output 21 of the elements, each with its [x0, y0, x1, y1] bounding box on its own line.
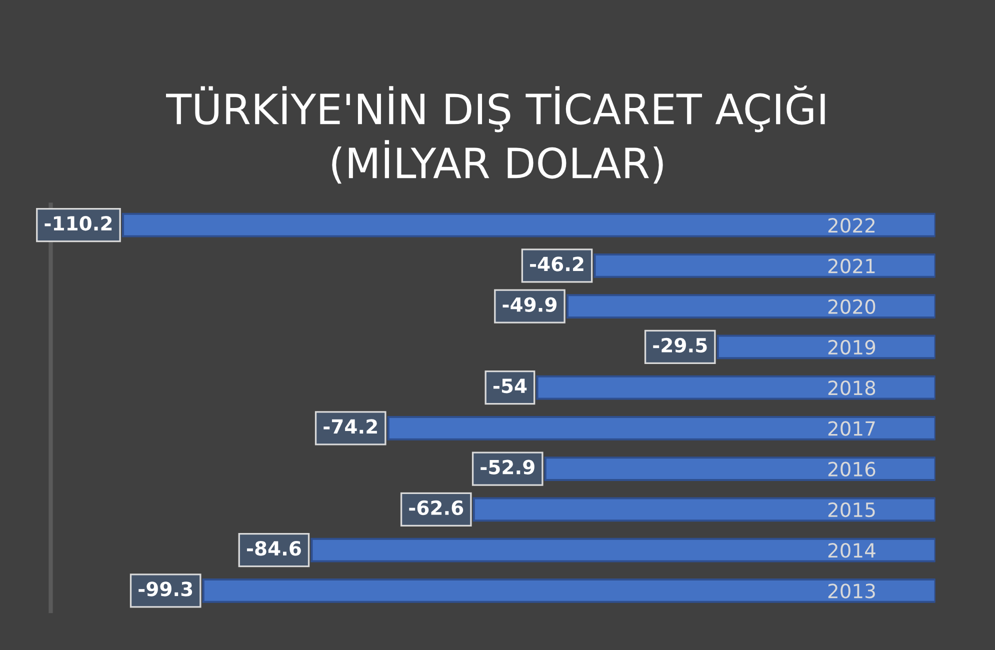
data-label: -52.9: [480, 460, 534, 474]
y-tick-label: 2014: [828, 543, 876, 558]
y-tick-label: 2020: [828, 299, 876, 314]
data-label: -49.9: [502, 297, 557, 312]
data-label: -54: [493, 378, 527, 394]
y-tick-label: 2016: [828, 462, 876, 476]
data-label: -99.3: [138, 582, 192, 596]
y-tick-label: 2022: [828, 218, 875, 233]
y-tick-label: 2015: [828, 502, 875, 518]
data-label: -84.6: [246, 540, 301, 556]
data-label: -62.6: [409, 500, 464, 516]
data-label: -110.2: [44, 216, 112, 231]
y-tick-label: 2013: [828, 584, 875, 598]
chart-title: TÜRKİYE'NİN DIŞ TİCARET AÇIĞI (MİLYAR DOLAR): [166, 86, 825, 184]
data-label: -46.2: [530, 256, 584, 272]
data-label: -29.5: [653, 338, 707, 353]
data-label: -74.2: [324, 419, 377, 434]
y-tick-label: 2018: [828, 380, 876, 396]
y-tick-label: 2021: [828, 258, 875, 274]
y-tick-label: 2019: [828, 340, 876, 355]
y-tick-label: 2017: [828, 421, 875, 436]
